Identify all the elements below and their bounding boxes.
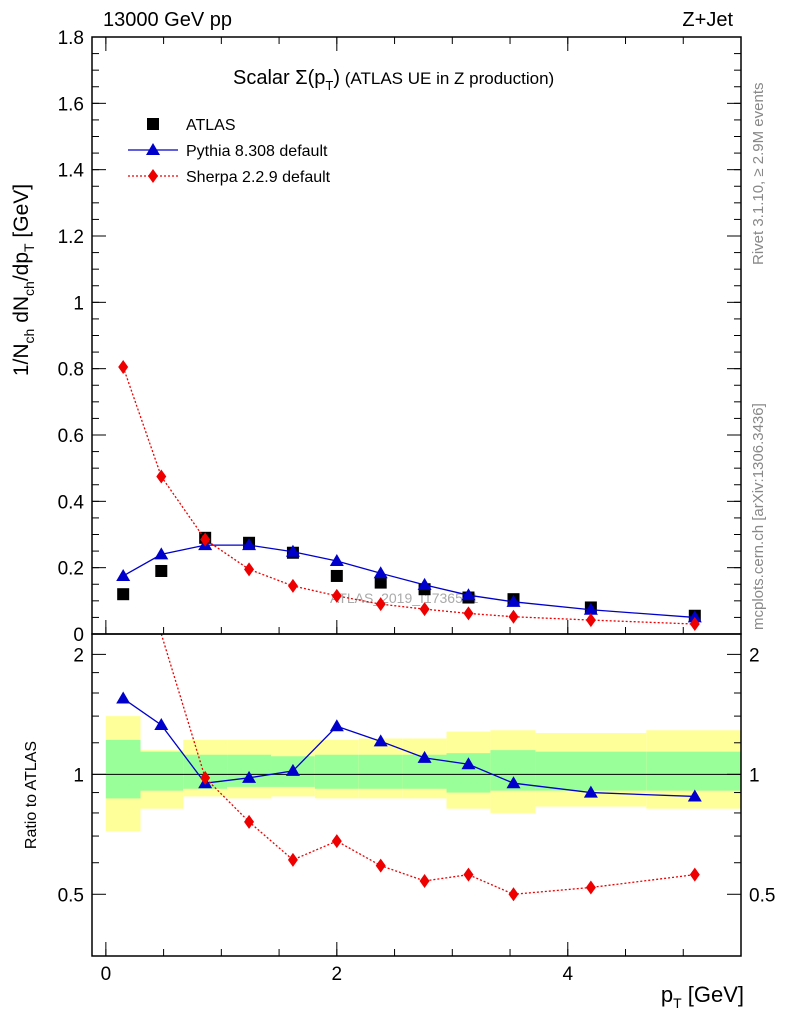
xtick-label: 2 (332, 964, 343, 985)
data-point-triangle (285, 544, 300, 557)
ratio-point-diamond (244, 814, 255, 829)
band-inner (105, 739, 141, 799)
legend-label: Sherpa 2.2.9 default (186, 169, 331, 186)
data-point-triangle (116, 568, 131, 581)
data-point-diamond (508, 609, 519, 624)
ratio-point-diamond (585, 880, 596, 895)
title-sub: T (325, 78, 333, 93)
main-ytick-label: 1.8 (58, 28, 84, 49)
data-point-triangle (373, 566, 388, 579)
ratio-point-triangle (687, 789, 702, 802)
ratio-ylabel: Ratio to ATLAS (23, 741, 40, 849)
main-ytick-label: 1.6 (58, 94, 84, 115)
data-point-diamond (689, 617, 700, 632)
legend-label: Pythia 8.308 default (186, 143, 328, 160)
xtick-label: 0 (101, 964, 112, 985)
ratio-point-triangle (506, 776, 521, 789)
ratio-ytick-label: 1 (73, 765, 84, 786)
legend-marker (147, 118, 159, 130)
data-point-square (155, 564, 168, 577)
data-point-diamond (585, 613, 596, 628)
ratio-point-triangle (329, 719, 344, 732)
data-point-diamond (331, 588, 342, 603)
data-point-diamond (118, 360, 129, 375)
main-ylabel: 1/Nch dNch/dpT [GeV] (10, 184, 37, 376)
main-ytick-label: 0.6 (58, 426, 84, 447)
ratio-ytick-label-right: 0.5 (749, 885, 775, 906)
data-point-triangle (461, 588, 476, 601)
data-point-square (330, 569, 343, 582)
title-main: Scalar Σ(p (233, 67, 325, 89)
xtick-label: 4 (562, 964, 573, 985)
main-ytick-label: 0.4 (58, 492, 85, 513)
ratio-point-diamond (463, 867, 474, 882)
ratio-point-triangle (461, 757, 476, 770)
ratio-point-diamond (508, 887, 519, 902)
main-ytick-label: 1.2 (58, 227, 84, 248)
data-point-diamond (156, 469, 167, 484)
ratio-point-triangle (417, 750, 432, 763)
data-point-diamond (463, 606, 474, 621)
data-point-square (117, 588, 130, 601)
ratio-point-triangle (583, 785, 598, 798)
main-ytick-label: 1.4 (58, 161, 85, 182)
data-point-triangle (417, 577, 432, 590)
main-ytick-label: 0.2 (58, 559, 84, 580)
ratio-point-diamond (689, 867, 700, 882)
data-point-triangle (154, 547, 169, 560)
data-point-triangle (583, 602, 598, 615)
data-point-diamond (244, 562, 255, 577)
main-ytick-label: 0 (73, 625, 84, 646)
x-axis-label: pT [GeV] (661, 982, 744, 1011)
data-point-triangle (687, 610, 702, 623)
ratio-point-diamond (375, 858, 386, 873)
ratio-point-triangle (154, 717, 169, 730)
data-point-diamond (419, 602, 430, 617)
data-point-diamond (375, 597, 386, 612)
header-left: 13000 GeV pp (103, 9, 232, 31)
svg-text:Scalar Σ(pT) (ATLAS UE in Z pr: Scalar Σ(pT) (ATLAS UE in Z production) (233, 67, 554, 93)
ratio-point-triangle (242, 770, 257, 783)
ratio-frame (91, 633, 742, 957)
ratio-point-diamond (331, 834, 342, 849)
ratio-point-triangle (116, 691, 131, 704)
main-ytick-label: 1 (73, 293, 84, 314)
legend-marker (146, 143, 160, 155)
header-right: Z+Jet (682, 9, 733, 31)
legend-marker (148, 169, 158, 183)
title-close: ) (333, 67, 340, 89)
mcplots-label: mcplots.cern.ch [arXiv:1306.3436] (750, 403, 767, 630)
ratio-ytick-label-right: 2 (749, 645, 760, 666)
band-inner (140, 751, 184, 791)
data-point-triangle (242, 538, 257, 551)
band-inner (535, 751, 647, 791)
band-inner (646, 751, 741, 791)
ratio-point-triangle (285, 763, 300, 776)
legend-label: ATLAS (186, 117, 236, 134)
title-rest: (ATLAS UE in Z production) (340, 69, 554, 88)
data-point-triangle (506, 594, 521, 607)
band-inner (314, 754, 359, 789)
band-inner (358, 754, 403, 789)
series-line-triangle (122, 544, 695, 619)
ratio-point-triangle (373, 734, 388, 747)
ratio-line-triangle (122, 697, 695, 798)
ratio-point-diamond (287, 852, 298, 867)
main-title: Scalar Σ(pT) (ATLAS UE in Z production) (233, 67, 554, 93)
data-point-diamond (200, 532, 211, 547)
data-point-triangle (329, 554, 344, 567)
ratio-point-diamond (419, 873, 430, 888)
main-ytick-label: 0.8 (58, 360, 84, 381)
ratio-ytick-label-right: 1 (749, 765, 760, 786)
ratio-ytick-label: 2 (73, 645, 84, 666)
data-point-diamond (287, 578, 298, 593)
rivet-label: Rivet 3.1.10, ≥ 2.9M events (750, 83, 767, 266)
series-line-diamond (122, 366, 695, 625)
ratio-ytick-label: 0.5 (58, 885, 84, 906)
ratio-point-diamond (200, 770, 211, 785)
data-point-square (374, 576, 387, 589)
